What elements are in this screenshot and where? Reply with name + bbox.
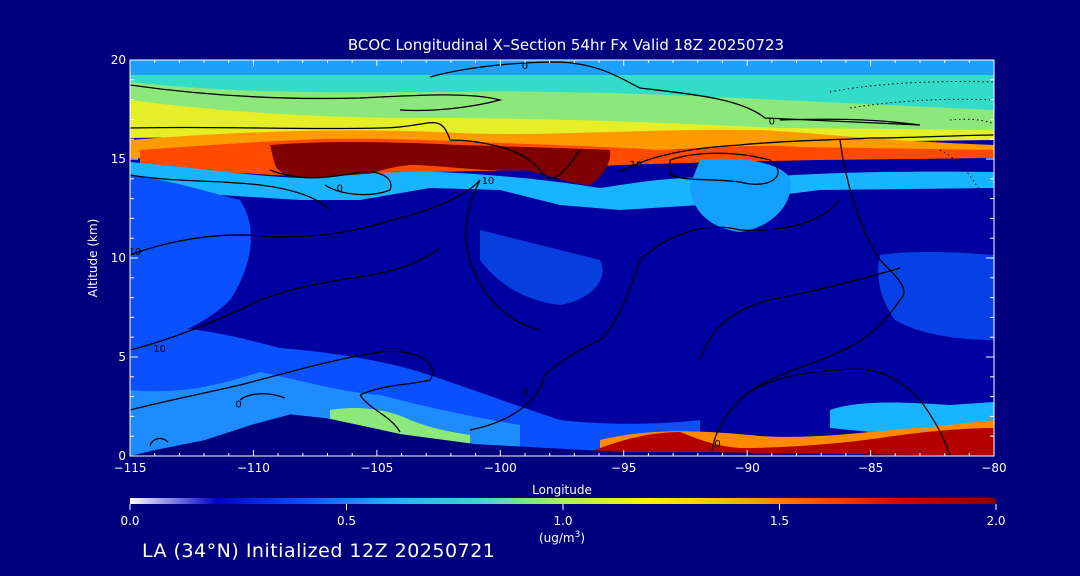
- layer-east-mid-blue: [878, 251, 994, 340]
- colorbar-tick-label: 1.5: [770, 514, 789, 528]
- x-tick-label: −95: [611, 461, 636, 475]
- contour-label: 0: [522, 388, 528, 399]
- contour-10-band: [619, 134, 994, 173]
- contour-label: 0: [337, 184, 343, 195]
- contour-lines: [130, 61, 994, 456]
- x-tick-label: −100: [484, 461, 517, 475]
- contour-label: 10: [153, 344, 166, 355]
- dotted-contours: [829, 80, 994, 201]
- contour-0-sw: [239, 393, 286, 401]
- contour-east-surface: [739, 368, 951, 456]
- contour-east-mid: [711, 139, 905, 456]
- y-tick-label: 15: [111, 152, 126, 166]
- contour-west-upper: [130, 174, 331, 211]
- contour-low-west-tail: [359, 394, 401, 433]
- y-tick-label: 20: [111, 53, 126, 67]
- y-axis: 0 5 10 15 20: [111, 53, 994, 463]
- concentration-field: 0 0 0 10 10 10 0 0 0 10: [129, 60, 994, 456]
- contour-east-low: [699, 267, 901, 361]
- contour-label: 10: [482, 176, 495, 187]
- layer-max-core: [270, 141, 611, 185]
- y-axis-label: Altitude (km): [86, 219, 100, 298]
- layer-subband-cyan: [130, 162, 994, 210]
- contour-upper-west: [130, 84, 503, 112]
- layer-surface-east-cyan: [830, 402, 994, 432]
- contour-labels: 0 0 0 10 10 10 0 0 0 10: [129, 61, 775, 450]
- x-tick-label: −110: [237, 461, 270, 475]
- contour-label: 10: [630, 160, 643, 171]
- x-tick-label: −115: [114, 461, 147, 475]
- contour-label: 10: [129, 247, 142, 258]
- x-tick-label: −90: [734, 461, 759, 475]
- y-tick-label: 10: [111, 251, 126, 265]
- colorbar-unit-sup: 3: [575, 530, 581, 540]
- colorbar-tick-label: 1.0: [553, 514, 572, 528]
- terrain-mask: [130, 414, 994, 456]
- contour-0-top: [429, 61, 921, 126]
- colorbar-strip: [130, 498, 996, 504]
- colorbar: 0.0 0.5 1.0 1.5 2.0 (ug/m3): [120, 498, 1006, 545]
- colorbar-unit-text: (ug/m: [539, 531, 575, 545]
- dotted-contour-1: [829, 80, 994, 93]
- colorbar-tick-label: 0.5: [337, 514, 356, 528]
- colorbar-ticks: 0.0 0.5 1.0 1.5 2.0: [120, 504, 1006, 528]
- dotted-contour-3: [949, 118, 994, 125]
- contour-0-west-loop: [269, 169, 392, 196]
- layer-surface-red: [590, 428, 994, 456]
- contour-10-lower: [130, 247, 441, 351]
- contour-band-west: [130, 121, 581, 179]
- layer-center-blue: [480, 230, 603, 305]
- contour-center: [469, 199, 841, 431]
- colorbar-tick-label: 2.0: [986, 514, 1005, 528]
- colorbar-tick-label: 0.0: [120, 514, 139, 528]
- y-tick-label: 5: [118, 350, 126, 364]
- contour-10-west: [130, 179, 541, 331]
- contour-label: 0: [769, 116, 775, 127]
- colorbar-unit-close: ): [580, 531, 585, 545]
- contour-label: 0: [714, 439, 720, 450]
- x-tick-label: −105: [360, 461, 393, 475]
- contour-low-west: [130, 350, 434, 411]
- layer-west-blue: [130, 175, 251, 345]
- contour-east-loop: [669, 152, 779, 185]
- colorbar-unit: (ug/m3): [539, 530, 585, 545]
- x-axis: −115 −110 −105 −100 −95 −90 −85 −80: [114, 60, 1007, 475]
- x-axis-label: Longitude: [532, 483, 592, 497]
- layer-east-cyan-blob: [690, 158, 791, 232]
- x-tick-label: −85: [858, 461, 883, 475]
- x-tick-label: −80: [981, 461, 1006, 475]
- contour-label: 0: [235, 400, 241, 411]
- y-tick-label: 0: [118, 449, 126, 463]
- contour-label: 0: [522, 61, 528, 72]
- footer-initialized: LA (34°N) Initialized 12Z 20250721: [142, 540, 496, 562]
- contour-small-loop: [149, 437, 169, 447]
- chart-title: BCOC Longitudinal X–Section 54hr Fx Vali…: [348, 36, 784, 54]
